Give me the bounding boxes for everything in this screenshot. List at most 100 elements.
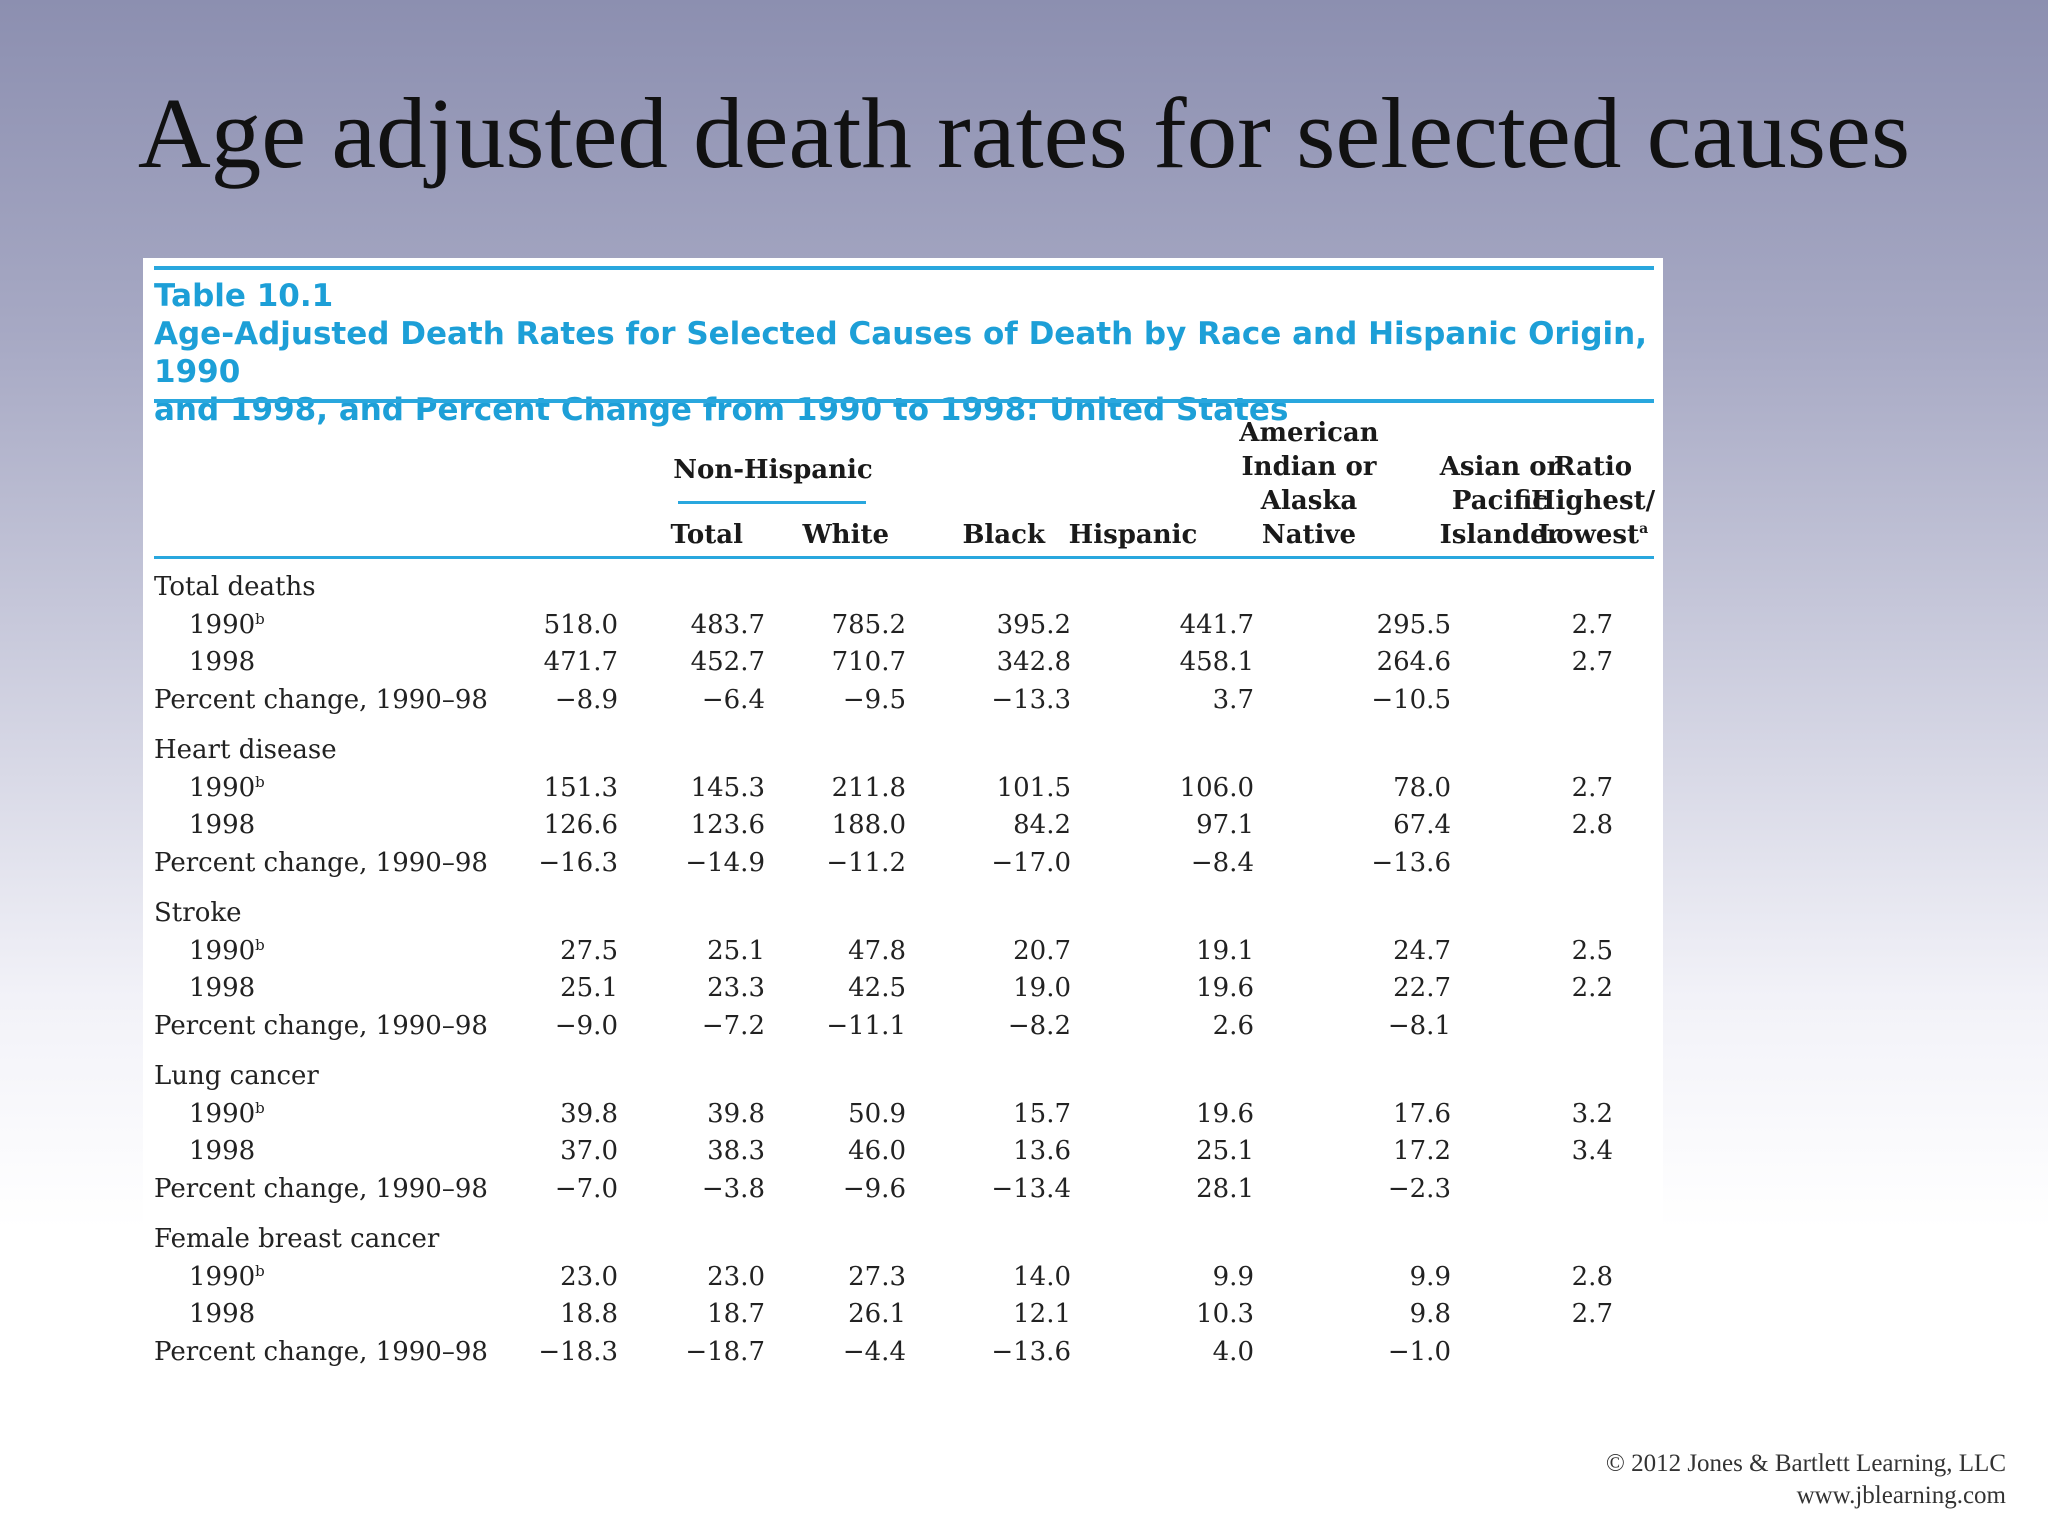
header-total: Total [670, 520, 743, 550]
table-cell: −8.9 [554, 684, 618, 715]
cause-group: Total deaths 1990b 518.0 483.7 785.2 395.2 441… [154, 569, 1654, 719]
table-cell: 14.0 [1013, 1261, 1071, 1292]
table-cell: 3.4 [1571, 1136, 1613, 1166]
table-row: 1990b 151.3 145.3 211.8 101.5 106.0 78.0 2.7 [154, 770, 1654, 808]
table-cell: 458.1 [1179, 647, 1254, 677]
header-asian-line: Pacific [1451, 486, 1549, 516]
header-ratio-line: Ratio [1553, 452, 1633, 482]
header-american-indian-line: American [1239, 418, 1379, 448]
table-cell: −3.8 [701, 1173, 765, 1204]
table-cell: −13.3 [991, 684, 1071, 715]
table-cell: 12.1 [1013, 1299, 1071, 1329]
table-cell: −11.1 [826, 1010, 906, 1041]
table-cell: 17.6 [1393, 1098, 1451, 1129]
table-cell: 483.7 [690, 609, 765, 640]
table-cell: 188.0 [831, 810, 906, 840]
header-american-indian: American Indian or Alaska Native [1214, 416, 1404, 552]
header-ratio-line: Lowesta [1537, 520, 1649, 550]
cause-group: Heart disease 1990b 151.3 145.3 211.8 101.5 10… [154, 732, 1654, 882]
table-cell: −13.6 [991, 1336, 1071, 1367]
table-cell: 2.2 [1571, 973, 1613, 1003]
table-cell: 27.3 [848, 1261, 906, 1292]
table-cell: 23.0 [560, 1261, 618, 1292]
table-row: 1990b 518.0 483.7 785.2 395.2 441.7 295.5 2.7 [154, 607, 1654, 645]
table-cell: 19.0 [1013, 973, 1071, 1003]
table-cell: 342.8 [996, 647, 1071, 677]
table-cell: 67.4 [1393, 810, 1451, 840]
table-cell: 101.5 [996, 772, 1071, 803]
table-cell: 2.7 [1571, 609, 1613, 640]
table-cell: 2.5 [1571, 935, 1613, 966]
table-cell: −8.2 [1007, 1010, 1071, 1041]
table-cell: 2.7 [1571, 647, 1613, 677]
table-cell: 18.7 [707, 1299, 765, 1329]
table-cell: −9.0 [554, 1010, 618, 1041]
row-label: 1998 [189, 1136, 256, 1166]
table-cell: −7.2 [701, 1010, 765, 1041]
table-cell: 2.6 [1212, 1010, 1254, 1041]
table-cell: 264.6 [1376, 647, 1451, 677]
table-cell: 785.2 [831, 609, 906, 640]
header-american-indian-line: Native [1261, 520, 1357, 550]
table-cell: 46.0 [848, 1136, 906, 1166]
table-cell: 19.1 [1196, 935, 1254, 966]
row-label: 1990b [189, 1098, 265, 1129]
table-cell: 13.6 [1013, 1136, 1071, 1166]
table-cell: −11.2 [826, 847, 906, 878]
cause-label: Stroke [154, 898, 242, 928]
table-cell: 9.9 [1409, 1261, 1451, 1292]
table-cell: −1.0 [1387, 1336, 1451, 1367]
table-cell: −2.3 [1387, 1173, 1451, 1204]
table-panel: Table 10.1 Age-Adjusted Death Rates for … [143, 258, 1663, 1388]
table-cell: 25.1 [560, 973, 618, 1003]
table-number: Table 10.1 [154, 278, 334, 314]
table-cell: 151.3 [543, 772, 618, 803]
table-cell: 15.7 [1013, 1098, 1071, 1129]
table-cell: −18.7 [685, 1336, 765, 1367]
table-cell: 50.9 [848, 1098, 906, 1129]
table-cell: −8.4 [1190, 847, 1254, 878]
table-row: 1998 471.7 452.7 710.7 342.8 458.1 264.6 2.7 [154, 644, 1654, 682]
header-american-indian-line: Indian or [1241, 452, 1377, 482]
table-cell: 123.6 [690, 810, 765, 840]
row-label: Percent change, 1990–98 [154, 1336, 488, 1367]
table-cell: 23.0 [707, 1261, 765, 1292]
cause-group: Female breast cancer 1990b 23.0 23.0 27.3 14.… [154, 1221, 1654, 1371]
table-row: 1990b 23.0 23.0 27.3 14.0 9.9 9.9 2.8 [154, 1259, 1654, 1297]
table-cell: 17.2 [1393, 1136, 1451, 1166]
table-cell: 452.7 [690, 647, 765, 677]
table-cell: 145.3 [690, 772, 765, 803]
table-cell: 23.3 [707, 973, 765, 1003]
table-cell: 24.7 [1393, 935, 1451, 966]
table-cell: 441.7 [1179, 609, 1254, 640]
row-label: 1990b [189, 935, 265, 966]
row-label: Percent change, 1990–98 [154, 1010, 488, 1041]
table-cell: 39.8 [560, 1098, 618, 1129]
row-label: 1990b [189, 609, 265, 640]
table-row: Percent change, 1990–98 −18.3 −18.7 −4.4 −13… [154, 1334, 1654, 1372]
website-text: www.jblearning.com [1796, 1482, 2006, 1509]
header-asian-line: Asian or [1439, 452, 1561, 482]
table-cell: 2.8 [1571, 810, 1613, 840]
table-cell: 710.7 [831, 647, 906, 677]
slide-title: Age adjusted death rates for selected ca… [137, 77, 1911, 189]
table-cell: −13.6 [1371, 847, 1451, 878]
table-cell: 106.0 [1179, 772, 1254, 803]
table-cell: 395.2 [996, 609, 1071, 640]
table-cell: −9.6 [842, 1173, 906, 1204]
table-cell: 84.2 [1013, 810, 1071, 840]
table-cell: 471.7 [543, 647, 618, 677]
caption-line-2: and 1998, and Percent Change from 1990 t… [154, 392, 1289, 428]
cause-label: Lung cancer [154, 1061, 319, 1091]
table-caption: Table 10.1 Age-Adjusted Death Rates for … [154, 277, 1654, 429]
header-asian-line: Islander [1439, 520, 1561, 550]
table-cell: 37.0 [560, 1136, 618, 1166]
table-cell: 78.0 [1393, 772, 1451, 803]
table-row: Percent change, 1990–98 −8.9 −6.4 −9.5 −13.3… [154, 682, 1654, 720]
table-cell: 3.2 [1571, 1098, 1613, 1129]
table-cell: 2.8 [1571, 1261, 1613, 1292]
copyright-block: © 2012 Jones & Bartlett Learning, LLC ww… [1606, 1448, 2006, 1512]
table-cell: −4.4 [842, 1336, 906, 1367]
table-cell: 25.1 [1196, 1136, 1254, 1166]
table-row: 1990b 39.8 39.8 50.9 15.7 19.6 17.6 3.2 [154, 1096, 1654, 1134]
